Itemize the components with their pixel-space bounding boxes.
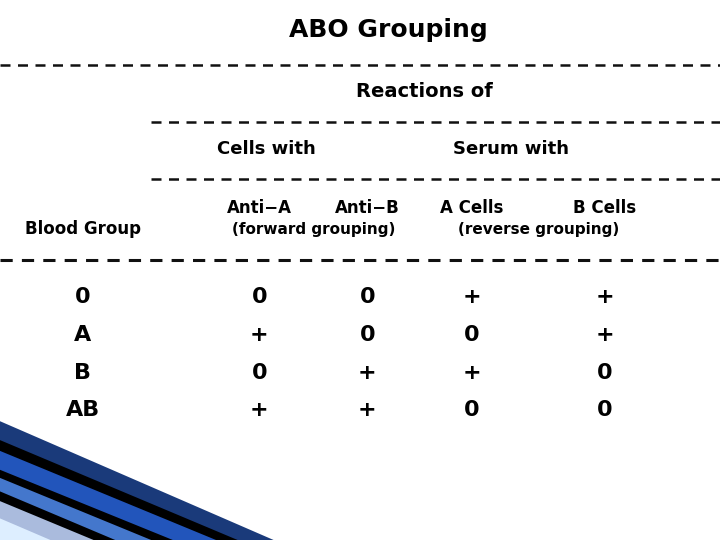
Text: +: + [462,287,481,307]
Text: Cells with: Cells with [217,139,316,158]
Text: B Cells: B Cells [573,199,636,217]
Text: 0: 0 [597,362,613,383]
Text: B: B [74,362,91,383]
Text: Anti−A: Anti−A [227,199,292,217]
Text: (forward grouping): (forward grouping) [232,222,395,237]
Text: 0: 0 [251,362,267,383]
Text: Blood Group: Blood Group [24,220,141,239]
Text: 0: 0 [464,325,480,345]
Polygon shape [0,518,50,540]
Text: ABO Grouping: ABO Grouping [289,18,488,42]
Text: 0: 0 [75,287,91,307]
Polygon shape [0,470,173,540]
Text: +: + [462,362,481,383]
Polygon shape [0,491,115,540]
Text: +: + [358,400,377,421]
Text: +: + [595,325,614,345]
Text: AB: AB [66,400,100,421]
Text: A Cells: A Cells [440,199,503,217]
Text: +: + [595,287,614,307]
Text: 0: 0 [359,325,375,345]
Text: Serum with: Serum with [453,139,569,158]
Text: +: + [250,325,269,345]
Polygon shape [0,478,151,540]
Text: +: + [250,400,269,421]
Text: A: A [74,325,91,345]
Polygon shape [0,501,94,540]
Text: (reverse grouping): (reverse grouping) [458,222,618,237]
Text: 0: 0 [359,287,375,307]
Text: 0: 0 [597,400,613,421]
Text: +: + [358,362,377,383]
Polygon shape [0,440,238,540]
Text: 0: 0 [464,400,480,421]
Polygon shape [0,451,216,540]
Text: Reactions of: Reactions of [356,82,493,102]
Text: 0: 0 [251,287,267,307]
Polygon shape [0,421,274,540]
Text: Anti−B: Anti−B [335,199,400,217]
